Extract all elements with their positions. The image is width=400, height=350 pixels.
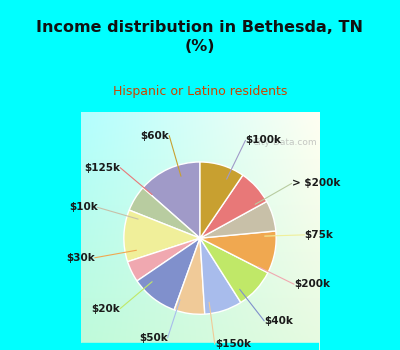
Text: $50k: $50k [139, 333, 168, 343]
Text: Income distribution in Bethesda, TN
(%): Income distribution in Bethesda, TN (%) [36, 20, 364, 54]
Text: $75k: $75k [305, 230, 334, 240]
Wedge shape [200, 238, 241, 314]
Text: $125k: $125k [84, 163, 120, 173]
Bar [81, 343, 319, 350]
Wedge shape [174, 238, 205, 314]
Text: $60k: $60k [140, 131, 169, 141]
Text: $200k: $200k [294, 279, 330, 289]
Wedge shape [124, 210, 200, 262]
Text: > $200k: > $200k [292, 178, 340, 188]
Text: $150k: $150k [215, 339, 251, 349]
Text: $40k: $40k [264, 316, 293, 326]
Wedge shape [143, 162, 200, 238]
Wedge shape [200, 175, 267, 238]
Wedge shape [129, 188, 200, 238]
Text: $20k: $20k [92, 303, 120, 314]
Text: $30k: $30k [66, 253, 95, 263]
Wedge shape [137, 238, 200, 310]
Wedge shape [128, 238, 200, 281]
Wedge shape [200, 238, 268, 302]
Wedge shape [200, 162, 243, 238]
Text: $100k: $100k [246, 135, 282, 145]
Text: City-Data.com: City-Data.com [252, 139, 317, 147]
Wedge shape [200, 231, 276, 273]
Text: Hispanic or Latino residents: Hispanic or Latino residents [113, 85, 287, 98]
Wedge shape [200, 202, 276, 238]
Text: $10k: $10k [69, 202, 98, 212]
